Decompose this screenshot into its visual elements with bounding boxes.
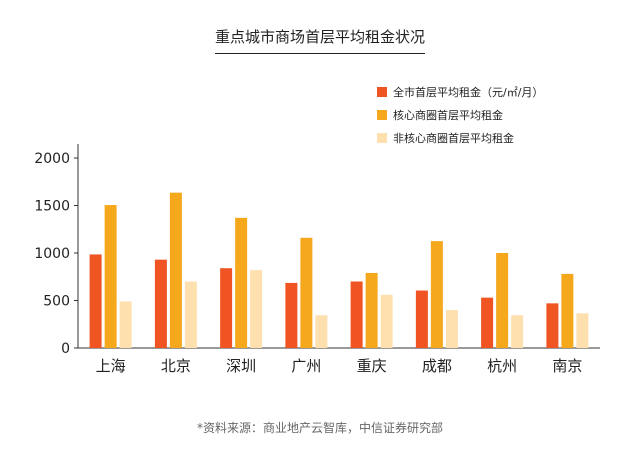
y-tick-label: 1500 — [34, 199, 70, 215]
bar-noncore — [184, 281, 197, 348]
bar-core — [496, 253, 509, 348]
bar-noncore — [119, 301, 132, 348]
bar-core — [365, 272, 378, 348]
x-tick-label: 成都 — [422, 357, 452, 375]
bar-citywide — [89, 254, 102, 348]
legend: 全市首层平均租金（元/㎡/月） 核心商圈首层平均租金 非核心商圈首层平均租金 — [377, 80, 543, 149]
source-note: *资料来源：商业地产云智库，中信证券研究部 — [196, 421, 443, 435]
y-tick-label: 500 — [43, 294, 70, 310]
chart-title: 重点城市商场首层平均租金状况 — [0, 26, 640, 54]
bar-noncore — [380, 294, 393, 348]
bar-citywide — [220, 268, 233, 348]
x-tick-label: 北京 — [161, 357, 191, 375]
legend-label-citywide: 全市首层平均租金（元/㎡/月） — [393, 85, 544, 99]
bar-core — [169, 192, 182, 348]
bar-noncore — [576, 313, 589, 348]
legend-item-citywide: 全市首层平均租金（元/㎡/月） — [377, 80, 543, 103]
bar-core — [104, 205, 117, 348]
bar-citywide — [481, 297, 494, 348]
x-tick-label: 广州 — [291, 357, 321, 375]
bar-noncore — [250, 270, 263, 348]
x-tick-label: 南京 — [552, 357, 582, 375]
legend-swatch-core — [377, 109, 387, 120]
bar-citywide — [350, 281, 363, 348]
legend-item-core: 核心商圈首层平均租金 — [377, 103, 543, 126]
bar-noncore — [511, 315, 524, 348]
bar-noncore — [315, 315, 328, 348]
bar-core — [430, 241, 443, 348]
bar-citywide — [415, 290, 428, 348]
bar-citywide — [154, 259, 167, 348]
x-tick-label: 上海 — [96, 357, 126, 375]
bar-citywide — [546, 303, 559, 348]
legend-swatch-citywide — [377, 86, 387, 97]
bar-citywide — [285, 282, 298, 348]
x-tick-label: 重庆 — [357, 357, 387, 375]
x-tick-label: 杭州 — [487, 357, 517, 375]
bar-noncore — [445, 310, 458, 348]
x-tick-label: 深圳 — [226, 357, 256, 375]
legend-item-noncore: 非核心商圈首层平均租金 — [377, 126, 543, 149]
legend-label-noncore: 非核心商圈首层平均租金 — [393, 131, 514, 145]
y-tick-label: 0 — [61, 341, 70, 357]
bar-core — [300, 237, 313, 348]
y-tick-label: 2000 — [34, 151, 70, 167]
legend-label-core: 核心商圈首层平均租金 — [393, 108, 503, 122]
bar-core — [235, 217, 248, 348]
y-tick-label: 1000 — [34, 246, 70, 262]
bar-core — [561, 273, 574, 348]
legend-swatch-noncore — [377, 132, 387, 143]
